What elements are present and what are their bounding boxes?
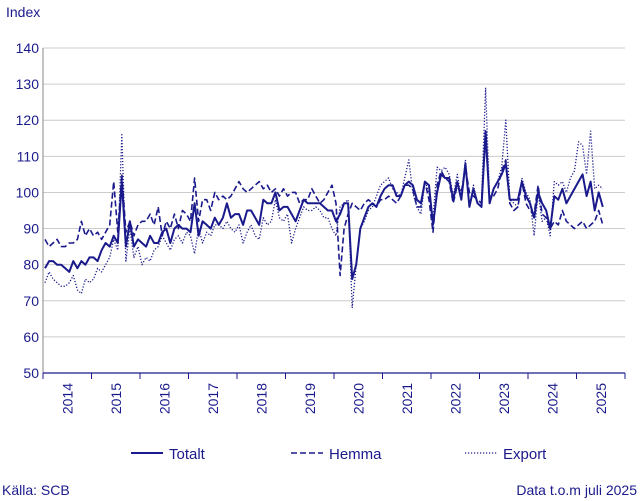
- y-tick-100: 100: [16, 184, 40, 200]
- legend-label-totalt: Totalt: [169, 446, 206, 463]
- x-tick-2022: 2022: [447, 383, 463, 414]
- y-tick-50: 50: [23, 365, 39, 381]
- y-tick-110: 110: [17, 148, 40, 164]
- data-range-note: Data t.o.m juli 2025: [516, 482, 637, 498]
- x-tick-2023: 2023: [496, 383, 512, 414]
- x-tick-2024: 2024: [544, 383, 560, 414]
- x-tick-2017: 2017: [205, 383, 221, 414]
- x-tick-2016: 2016: [156, 383, 172, 414]
- x-tick-labels: 2014 2015 2016 2017 2018 2019 2020 2021 2022 2023…: [42, 373, 626, 414]
- y-tick-60: 60: [23, 329, 39, 345]
- y-tick-130: 130: [16, 76, 40, 92]
- y-tick-labels: 50 60 70 80 90 100 110 120 130 140: [16, 40, 40, 381]
- series-lines: [44, 87, 604, 309]
- x-tick-2015: 2015: [108, 383, 124, 414]
- series-export: [44, 87, 604, 309]
- legend-label-export: Export: [503, 446, 547, 463]
- y-tick-80: 80: [23, 257, 39, 273]
- x-tick-2018: 2018: [253, 383, 269, 414]
- y-tick-120: 120: [16, 112, 40, 128]
- y-axis-label: Index: [6, 4, 41, 20]
- legend-label-hemma: Hemma: [329, 446, 382, 463]
- x-tick-2021: 2021: [399, 383, 415, 414]
- x-tick-2020: 2020: [350, 383, 366, 414]
- source-note: Källa: SCB: [2, 482, 70, 498]
- series-totalt: [44, 130, 604, 281]
- legend: Totalt Hemma Export: [131, 446, 547, 463]
- x-tick-2019: 2019: [302, 383, 318, 414]
- gridlines: [42, 47, 625, 374]
- y-tick-70: 70: [23, 293, 39, 309]
- x-tick-2014: 2014: [59, 383, 75, 414]
- y-tick-90: 90: [23, 221, 39, 237]
- series-hemma: [44, 137, 604, 277]
- y-tick-140: 140: [16, 40, 40, 56]
- x-tick-2025: 2025: [593, 383, 609, 414]
